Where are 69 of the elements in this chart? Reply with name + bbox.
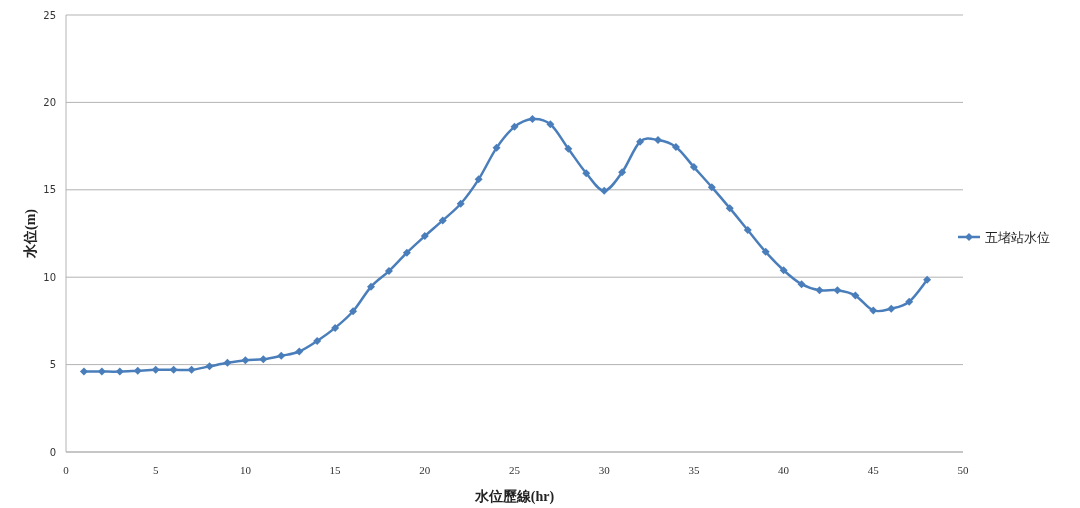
x-tick-label: 20 — [419, 464, 431, 476]
point — [438, 216, 447, 225]
point — [725, 204, 734, 213]
point — [528, 115, 537, 124]
point — [402, 248, 411, 257]
point — [295, 347, 304, 356]
y-tick-label: 0 — [49, 446, 56, 458]
point — [187, 365, 196, 374]
legend: 五堵站水位 — [958, 230, 1050, 245]
x-tick-label: 40 — [778, 464, 790, 476]
legend-label: 五堵站水位 — [985, 230, 1050, 245]
point — [689, 163, 698, 172]
point — [923, 275, 932, 284]
point — [349, 307, 358, 316]
y-tick-label: 5 — [49, 359, 56, 371]
point — [797, 280, 806, 289]
point — [510, 122, 519, 131]
point — [241, 356, 250, 365]
point — [546, 120, 555, 129]
point — [313, 337, 322, 345]
point — [815, 286, 824, 295]
point — [707, 183, 716, 192]
point — [384, 267, 393, 276]
x-tick-label: 5 — [152, 464, 159, 476]
point — [887, 304, 896, 313]
point — [492, 143, 501, 152]
point — [277, 351, 286, 360]
x-tick-label: 30 — [598, 464, 611, 476]
point — [905, 297, 914, 306]
point — [654, 135, 663, 144]
y-tick-label: 10 — [43, 271, 56, 283]
point — [420, 232, 429, 241]
x-tick-label: 25 — [509, 464, 521, 476]
point — [151, 365, 160, 374]
point — [223, 358, 232, 367]
point — [331, 323, 340, 332]
x-tick-label: 35 — [688, 464, 700, 476]
y-tick-label: 15 — [43, 184, 56, 196]
point — [582, 169, 591, 178]
x-axis-title: 水位歷線(hr) — [473, 489, 555, 505]
x-tick-label: 10 — [239, 464, 252, 476]
x-tick-label: 50 — [957, 464, 969, 476]
point — [833, 286, 842, 295]
point — [779, 266, 788, 275]
point — [115, 367, 124, 376]
point — [600, 186, 609, 195]
x-tick-label: 45 — [867, 464, 880, 476]
y-tick-label: 25 — [43, 9, 56, 21]
x-tick-label: 15 — [329, 464, 342, 476]
point — [761, 247, 770, 256]
point — [636, 137, 645, 146]
y-tick-label: 20 — [43, 96, 56, 108]
point — [169, 365, 178, 374]
point — [97, 367, 106, 376]
point — [474, 175, 483, 184]
point — [671, 142, 680, 151]
point — [851, 291, 860, 300]
point — [205, 362, 214, 371]
point — [743, 226, 752, 234]
point — [456, 199, 465, 208]
x-tick-label: 0 — [63, 464, 70, 476]
point — [259, 355, 268, 364]
y-axis-title: 水位(m) — [23, 208, 39, 259]
point — [366, 282, 375, 291]
point — [564, 144, 573, 153]
point — [618, 168, 627, 177]
point — [133, 366, 142, 375]
point — [79, 367, 88, 376]
point — [869, 306, 878, 315]
